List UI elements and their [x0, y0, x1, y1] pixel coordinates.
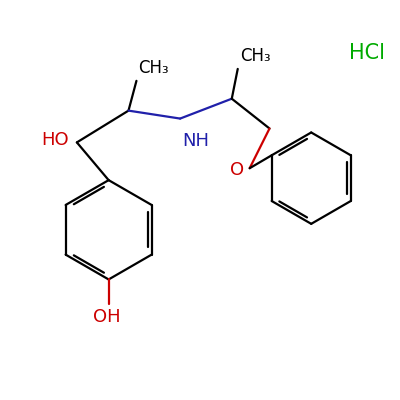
Text: NH: NH — [182, 132, 209, 150]
Text: HO: HO — [41, 132, 69, 150]
Text: CH₃: CH₃ — [240, 47, 270, 65]
Text: OH: OH — [93, 308, 120, 326]
Text: CH₃: CH₃ — [138, 59, 169, 77]
Text: HCl: HCl — [349, 43, 385, 63]
Text: O: O — [230, 161, 244, 179]
